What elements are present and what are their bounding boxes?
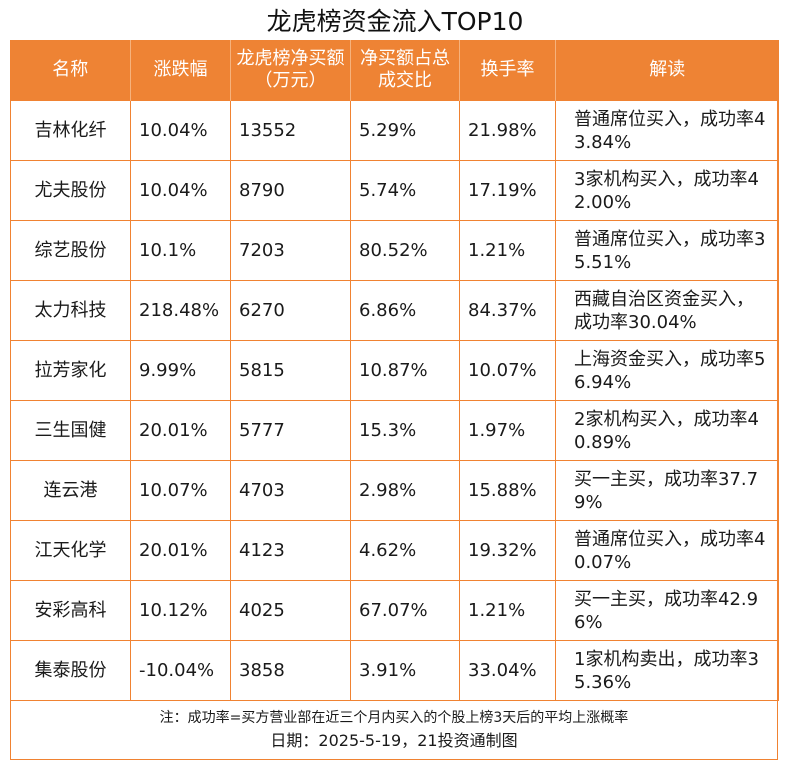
cell-interpretation: 买一主买，成功率37.79% (555, 460, 779, 521)
cell-turnover: 84.37% (459, 280, 556, 341)
cell-name: 集泰股份 (10, 640, 131, 701)
cell-net-buy-ratio: 10.87% (350, 340, 460, 401)
cell-interpretation: 普通席位买入，成功率40.07% (555, 520, 779, 581)
cell-turnover: 21.98% (459, 100, 556, 161)
cell-change: -10.04% (130, 640, 231, 701)
table-row: 集泰股份 -10.04% 3858 3.91% 33.04% 1家机构卖出，成功… (10, 640, 779, 701)
cell-turnover: 33.04% (459, 640, 556, 701)
cell-name: 拉芳家化 (10, 340, 131, 401)
table-row: 连云港 10.07% 4703 2.98% 15.88% 买一主买，成功率37.… (10, 460, 779, 521)
header-name: 名称 (10, 40, 131, 101)
table-row: 吉林化纤 10.04% 13552 5.29% 21.98% 普通席位买入，成功… (10, 100, 779, 161)
cell-net-buy: 5815 (230, 340, 351, 401)
cell-turnover: 1.97% (459, 400, 556, 461)
header-change: 涨跌幅 (130, 40, 231, 101)
cell-net-buy: 13552 (230, 100, 351, 161)
cell-name: 连云港 (10, 460, 131, 521)
cell-turnover: 1.21% (459, 580, 556, 641)
table-row: 三生国健 20.01% 5777 15.3% 1.97% 2家机构买入，成功率4… (10, 400, 779, 461)
table-footer: 注：成功率=买方营业部在近三个月内买入的个股上榜3天后的平均上涨概率 日期：20… (10, 701, 778, 760)
cell-name: 太力科技 (10, 280, 131, 341)
header-turnover: 换手率 (459, 40, 556, 101)
cell-name: 三生国健 (10, 400, 131, 461)
table-row: 安彩高科 10.12% 4025 67.07% 1.21% 买一主买，成功率42… (10, 580, 779, 641)
cell-change: 10.07% (130, 460, 231, 521)
cell-interpretation: 西藏自治区资金买入，成功率30.04% (555, 280, 779, 341)
cell-net-buy: 6270 (230, 280, 351, 341)
cell-net-buy-ratio: 6.86% (350, 280, 460, 341)
header-interpretation: 解读 (555, 40, 779, 101)
cell-name: 尤夫股份 (10, 160, 131, 221)
cell-net-buy: 4123 (230, 520, 351, 581)
date-credit: 日期：2025-5-19，21投资通制图 (270, 731, 518, 750)
cell-name: 吉林化纤 (10, 100, 131, 161)
cell-interpretation: 上海资金买入，成功率56.94% (555, 340, 779, 401)
cell-net-buy-ratio: 5.29% (350, 100, 460, 161)
cell-change: 10.04% (130, 160, 231, 221)
cell-turnover: 10.07% (459, 340, 556, 401)
cell-net-buy-ratio: 5.74% (350, 160, 460, 221)
table-row: 江天化学 20.01% 4123 4.62% 19.32% 普通席位买入，成功率… (10, 520, 779, 581)
cell-interpretation: 3家机构买入，成功率42.00% (555, 160, 779, 221)
header-row: 名称 涨跌幅 龙虎榜净买额（万元） 净买额占总成交比 换手率 解读 (10, 40, 779, 101)
table-row: 拉芳家化 9.99% 5815 10.87% 10.07% 上海资金买入，成功率… (10, 340, 779, 401)
ranking-table: 名称 涨跌幅 龙虎榜净买额（万元） 净买额占总成交比 换手率 解读 吉林化纤 1… (10, 40, 779, 701)
cell-turnover: 15.88% (459, 460, 556, 521)
cell-name: 江天化学 (10, 520, 131, 581)
cell-net-buy-ratio: 2.98% (350, 460, 460, 521)
cell-change: 20.01% (130, 400, 231, 461)
table-row: 太力科技 218.48% 6270 6.86% 84.37% 西藏自治区资金买入… (10, 280, 779, 341)
table-row: 尤夫股份 10.04% 8790 5.74% 17.19% 3家机构买入，成功率… (10, 160, 779, 221)
cell-change: 20.01% (130, 520, 231, 581)
cell-net-buy: 4025 (230, 580, 351, 641)
header-net-buy-ratio: 净买额占总成交比 (350, 40, 460, 101)
cell-change: 10.1% (130, 220, 231, 281)
cell-interpretation: 1家机构卖出，成功率35.36% (555, 640, 779, 701)
cell-net-buy-ratio: 80.52% (350, 220, 460, 281)
cell-net-buy: 4703 (230, 460, 351, 521)
cell-net-buy: 8790 (230, 160, 351, 221)
cell-interpretation: 普通席位买入，成功率43.84% (555, 100, 779, 161)
header-net-buy: 龙虎榜净买额（万元） (230, 40, 351, 101)
cell-interpretation: 普通席位买入，成功率35.51% (555, 220, 779, 281)
cell-change: 218.48% (130, 280, 231, 341)
cell-turnover: 1.21% (459, 220, 556, 281)
cell-net-buy-ratio: 3.91% (350, 640, 460, 701)
cell-net-buy: 7203 (230, 220, 351, 281)
cell-change: 10.12% (130, 580, 231, 641)
cell-net-buy: 3858 (230, 640, 351, 701)
cell-interpretation: 买一主买，成功率42.96% (555, 580, 779, 641)
table-row: 综艺股份 10.1% 7203 80.52% 1.21% 普通席位买入，成功率3… (10, 220, 779, 281)
cell-name: 安彩高科 (10, 580, 131, 641)
table-header: 名称 涨跌幅 龙虎榜净买额（万元） 净买额占总成交比 换手率 解读 (10, 40, 779, 101)
cell-change: 9.99% (130, 340, 231, 401)
page-title: 龙虎榜资金流入TOP10 (266, 7, 524, 36)
cell-turnover: 17.19% (459, 160, 556, 221)
cell-net-buy-ratio: 15.3% (350, 400, 460, 461)
footnote: 注：成功率=买方营业部在近三个月内买入的个股上榜3天后的平均上涨概率 (159, 710, 629, 726)
cell-turnover: 19.32% (459, 520, 556, 581)
cell-name: 综艺股份 (10, 220, 131, 281)
cell-net-buy-ratio: 67.07% (350, 580, 460, 641)
cell-net-buy: 5777 (230, 400, 351, 461)
cell-interpretation: 2家机构买入，成功率40.89% (555, 400, 779, 461)
cell-net-buy-ratio: 4.62% (350, 520, 460, 581)
cell-change: 10.04% (130, 100, 231, 161)
table-body: 吉林化纤 10.04% 13552 5.29% 21.98% 普通席位买入，成功… (10, 100, 779, 701)
